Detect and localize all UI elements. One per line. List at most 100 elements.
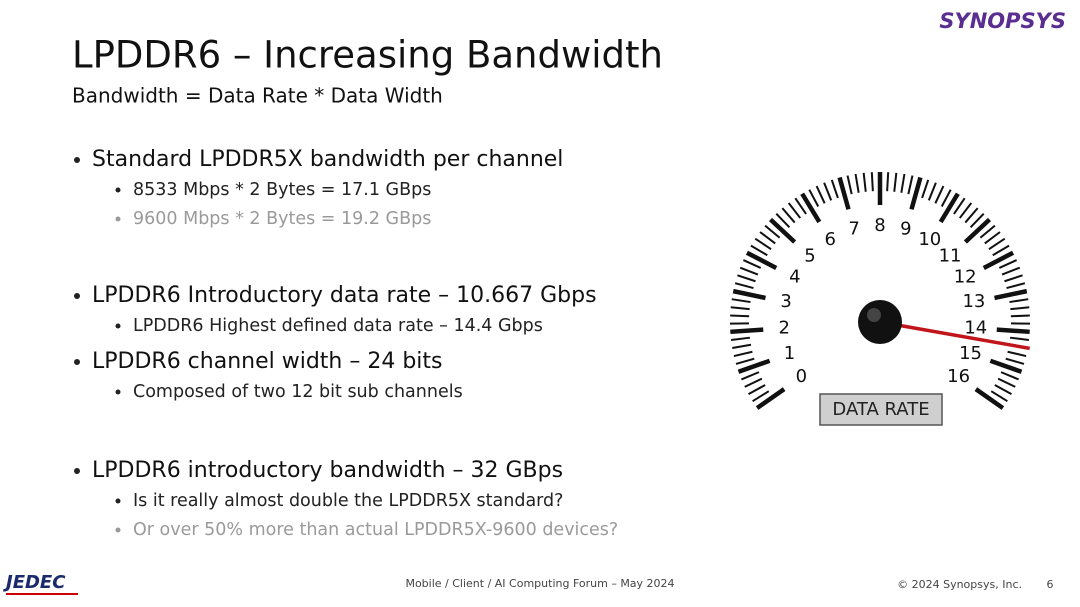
dial-tick <box>730 306 750 311</box>
dial-tick <box>730 314 750 318</box>
dial-tick <box>990 390 1008 403</box>
dial-label: 7 <box>848 219 859 240</box>
gauge-hub <box>858 300 902 344</box>
dial-tick <box>1005 357 1025 365</box>
dial-tick <box>989 358 1023 374</box>
gauge-caption: DATA RATE <box>832 399 929 420</box>
dial-tick <box>732 288 766 301</box>
dial-tick <box>996 327 1030 335</box>
dial-tick <box>808 189 820 207</box>
dial-tick <box>982 250 1015 270</box>
dial-tick <box>744 377 763 388</box>
dial-tick <box>974 387 1005 410</box>
sub-bullet-dot <box>115 216 121 222</box>
dial-tick <box>737 358 771 374</box>
dial-tick <box>988 237 1006 251</box>
dial-label: 8 <box>874 215 885 236</box>
dial-tick <box>938 192 960 224</box>
dial-label: 14 <box>964 317 987 338</box>
dial-label: 12 <box>954 267 977 288</box>
dial-tick <box>755 387 786 410</box>
dial-tick <box>1010 314 1030 318</box>
dial-tick <box>764 224 781 239</box>
dial-tick <box>900 173 906 193</box>
dial-tick <box>953 197 966 215</box>
dial-label: 15 <box>959 343 982 364</box>
sub-bullet-dot <box>115 498 121 504</box>
sub-bullet-text: 8533 Mbps * 2 Bytes = 17.1 GBps <box>133 180 431 200</box>
dial-tick <box>733 350 753 358</box>
dial-tick <box>794 197 807 215</box>
sub-bullet-dot <box>115 323 121 329</box>
dial-tick <box>775 212 791 229</box>
dial-tick <box>737 274 756 283</box>
page-number: 6 <box>1047 578 1054 591</box>
sub-bullet-dot <box>115 527 121 533</box>
dial-tick <box>854 173 860 193</box>
dial-tick <box>1007 350 1027 358</box>
dial-tick <box>731 298 751 304</box>
sub-bullet-text: Composed of two 12 bit sub channels <box>133 382 463 402</box>
sub-bullet-dot <box>115 389 121 395</box>
dial-tick <box>846 175 853 195</box>
dial-tick <box>754 237 772 251</box>
dial-tick <box>994 288 1028 301</box>
sub-bullet-text: 9600 Mbps * 2 Bytes = 19.2 GBps <box>133 209 431 229</box>
dial-tick <box>998 259 1018 269</box>
dial-tick <box>750 244 768 257</box>
dial-tick <box>1001 266 1021 276</box>
bullet-text: LPDDR6 channel width – 24 bits <box>92 349 443 374</box>
dial-tick <box>907 175 914 195</box>
dial-tick <box>1009 298 1029 304</box>
jedec-logo: JEDEC <box>3 572 66 593</box>
dial-tick <box>752 390 770 403</box>
dial-tick <box>741 371 760 381</box>
dial-tick <box>730 336 751 341</box>
dial-label: 4 <box>789 267 800 288</box>
bullet-text: LPDDR6 Introductory data rate – 10.667 G… <box>92 283 597 308</box>
subtitle: Bandwidth = Data Rate * Data Width <box>72 84 443 108</box>
sub-bullet-text: Is it really almost double the LPDDR5X s… <box>133 491 563 511</box>
dial-label: 3 <box>780 291 791 312</box>
footer-copyright: © 2024 Synopsys, Inc. <box>897 578 1022 591</box>
bullet-dot <box>74 293 80 299</box>
dial-label: 13 <box>962 291 985 312</box>
sub-bullet-dot <box>115 187 121 193</box>
bullet-dot <box>74 359 80 365</box>
dial-tick <box>958 202 973 219</box>
dial-tick <box>994 384 1012 396</box>
dial-label: 6 <box>824 229 835 250</box>
dial-tick <box>934 185 945 204</box>
dial-tick <box>870 172 874 192</box>
dial-tick <box>1010 306 1030 311</box>
dial-tick <box>748 384 766 396</box>
dial-label: 9 <box>900 219 911 240</box>
dial-tick <box>759 231 776 245</box>
dial-tick <box>734 282 754 290</box>
bullet-dot <box>74 468 80 474</box>
dial-tick <box>893 172 898 192</box>
dial-label: 0 <box>796 366 807 387</box>
dial-label: 10 <box>918 229 941 250</box>
dial-label: 1 <box>784 343 795 364</box>
dial-tick <box>1009 336 1030 341</box>
dial-tick <box>830 179 839 199</box>
dial-tick <box>837 176 851 210</box>
dial-tick <box>921 179 930 199</box>
gauge-caption-box <box>819 393 943 426</box>
sub-bullet-text: LPDDR6 Highest defined data rate – 14.4 … <box>133 316 543 336</box>
synopsys-logo: SYNOPSYS <box>939 9 1066 33</box>
dial-tick <box>862 172 867 192</box>
dial-tick <box>963 217 992 244</box>
footer-event: Mobile / Client / AI Computing Forum – M… <box>405 577 674 590</box>
dial-label: 2 <box>778 317 789 338</box>
dial-tick <box>1000 371 1019 381</box>
bullet-dot <box>74 157 80 163</box>
dial-tick <box>984 231 1001 245</box>
dial-tick <box>992 244 1010 257</box>
dial-tick <box>964 207 979 224</box>
dial-label: 5 <box>804 245 815 266</box>
dial-tick <box>823 182 833 201</box>
